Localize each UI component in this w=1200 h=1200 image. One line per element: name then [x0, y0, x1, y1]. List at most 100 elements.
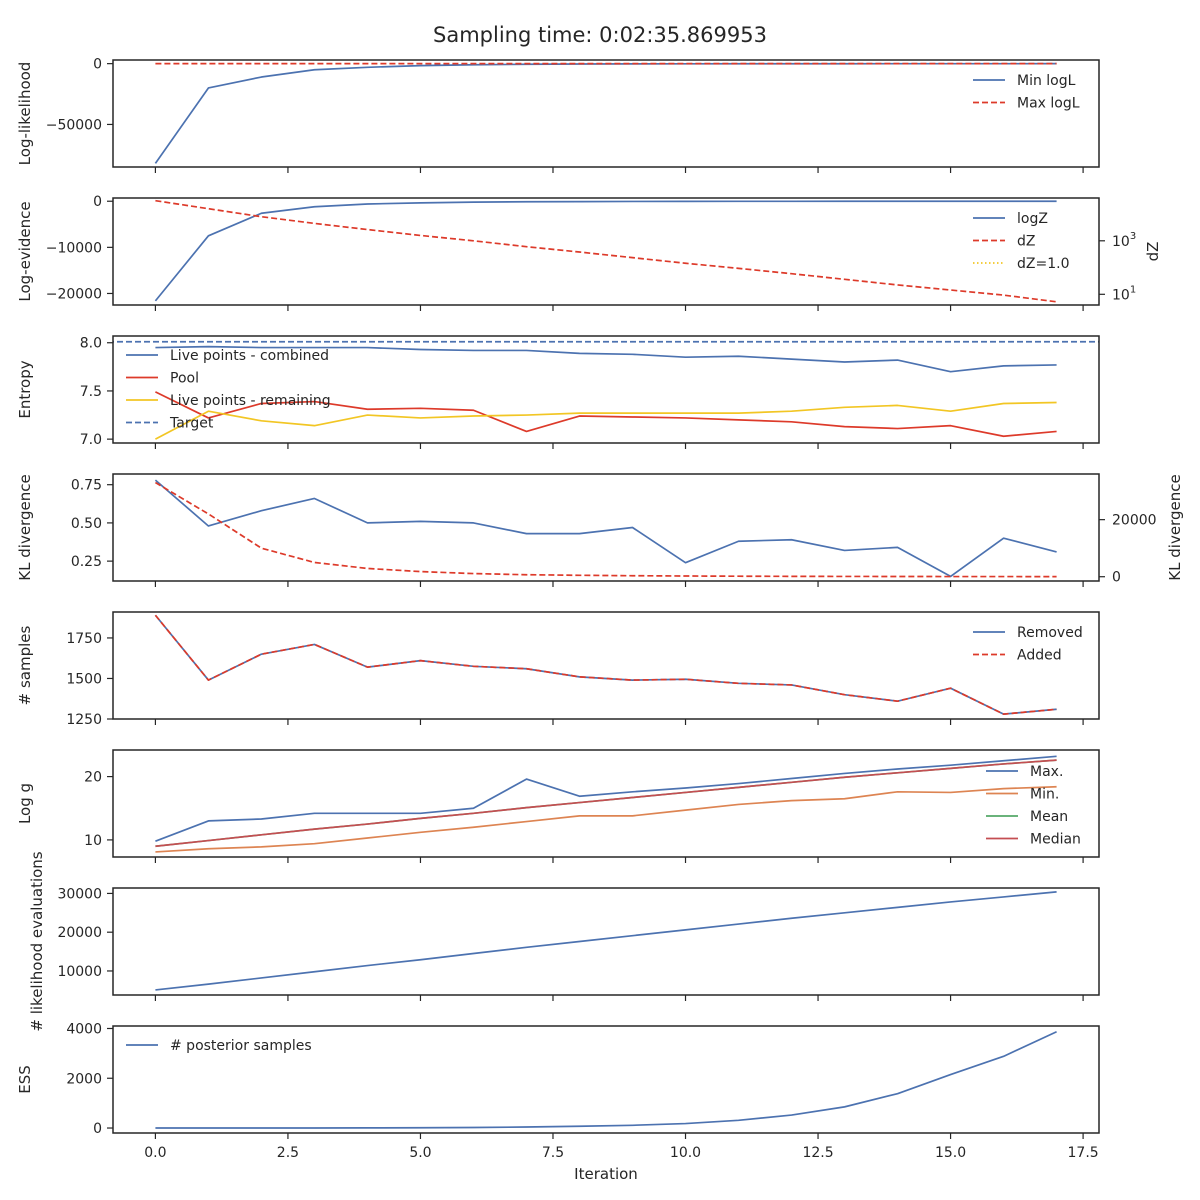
series-line: [155, 759, 1057, 848]
panel-3: 7.0 7.5 8.0 Entropy Live points - combined Po…: [16, 335, 1100, 449]
axes-frame: [112, 473, 1100, 582]
legend-label: Mean: [1030, 809, 1068, 825]
series-line: [155, 759, 1057, 848]
x-tick-label: 17.5: [1068, 1145, 1099, 1161]
legend-label: dZ: [1017, 234, 1035, 250]
legend-label: Live points - remaining: [170, 393, 331, 409]
y-tick-label: 20: [84, 770, 102, 786]
y-tick-label: 30000: [57, 886, 102, 902]
series-line: [155, 391, 1057, 438]
axes-frame: [112, 749, 1100, 858]
y-tick-label: 0.25: [71, 554, 102, 570]
legend-label: Median: [1030, 832, 1081, 848]
legend-label: dZ=1.0: [1017, 256, 1069, 272]
x-tick-label: 2.5: [277, 1145, 299, 1161]
y-tick-label: 8.0: [80, 336, 102, 352]
y-tick-label: 0: [93, 1121, 102, 1137]
y-axis-label: ESS: [16, 1065, 34, 1094]
y-tick-label: −20000: [46, 286, 102, 302]
y-tick-label: 1250: [66, 712, 102, 728]
series-line: [155, 755, 1057, 842]
y-tick-label: 10: [84, 833, 102, 849]
plot-area: [154, 62, 1057, 164]
panel-2: 0 −10000 −20000 Log-evidence 103 101 dZ logZ dZ d…: [16, 194, 1162, 311]
y-tick-label: 1750: [66, 631, 102, 647]
legend-label: Removed: [1017, 625, 1083, 641]
y-right-axis-label: KL divergence: [1166, 474, 1184, 580]
y-tick-label: 0.50: [71, 516, 102, 532]
panel-7: 10000 20000 30000 # likelihood evaluations: [28, 851, 1100, 1032]
y-axis-label: KL divergence: [16, 474, 34, 580]
plot-area: [155, 891, 1057, 991]
series-line: [155, 345, 1057, 373]
series-line: [154, 62, 1057, 164]
axes-frame: [112, 887, 1100, 996]
legend-label: Min logL: [1017, 73, 1076, 89]
y-axis-label: # samples: [16, 625, 34, 705]
series-line: [155, 1030, 1057, 1129]
x-tick-label: 10.0: [670, 1145, 701, 1161]
axes-frame: [112, 1025, 1100, 1134]
y-tick-label: 0: [93, 194, 102, 210]
axes-frame: [112, 59, 1100, 168]
x-tick-label: 0.0: [144, 1145, 166, 1161]
x-axis-label: Iteration: [574, 1165, 638, 1183]
legend-label: Added: [1017, 648, 1062, 664]
y-tick-label: 20000: [57, 925, 102, 941]
panel-1: 0 −50000 Log-likelihood Min logL Max logL: [16, 57, 1100, 173]
y-axis-label: # likelihood evaluations: [28, 851, 46, 1031]
x-tick-label: 12.5: [802, 1145, 833, 1161]
x-tick-label: 7.5: [542, 1145, 564, 1161]
plot-area: [154, 614, 1057, 715]
y-tick-label: 10000: [57, 964, 102, 980]
x-tick-label: 15.0: [935, 1145, 966, 1161]
plot-area: [113, 340, 1099, 440]
plot-area: [154, 479, 1057, 578]
series-line: [154, 614, 1057, 715]
y-right-tick-label: 101: [1112, 284, 1136, 303]
series-line: [155, 785, 1057, 853]
series-line: [154, 481, 1057, 578]
y-tick-label: 2000: [66, 1071, 102, 1087]
y-right-tick-label: 20000: [1112, 513, 1157, 529]
panel-8: 0 2000 4000 0.0 2.5 5.0 7.5 10.0 12.5 15.0 17.5 ESS…: [16, 1021, 1100, 1161]
series-line: [155, 401, 1057, 440]
figure-title: Sampling time: 0:02:35.869953: [433, 23, 767, 47]
legend-label: Pool: [170, 371, 199, 387]
panels: 0 −50000 Log-likelihood Min logL Max logL 0 −1…: [16, 57, 1184, 1161]
legend-label: logZ: [1017, 211, 1048, 227]
y-tick-label: 4000: [66, 1021, 102, 1037]
legend-label: Target: [169, 416, 214, 432]
plot-area: [155, 1030, 1057, 1129]
y-tick-label: −50000: [46, 117, 102, 133]
y-tick-label: 1500: [66, 671, 102, 687]
y-right-tick-label: 0: [1112, 570, 1121, 586]
legend-label: Max logL: [1017, 96, 1080, 112]
series-line: [155, 199, 1057, 303]
x-tick-label: 5.0: [409, 1145, 431, 1161]
plot-area: [154, 199, 1057, 303]
y-axis-label: Log-likelihood: [16, 62, 34, 166]
legend-label: Min.: [1030, 787, 1059, 803]
series-line: [154, 479, 1057, 578]
y-tick-label: 7.0: [80, 432, 102, 448]
panel-6: 10 20 Log g Max. Min. Mean Median: [16, 749, 1100, 863]
axes-frame: [112, 335, 1100, 444]
series-line: [154, 614, 1057, 715]
y-axis-label: Log-evidence: [16, 201, 34, 301]
y-right-tick-label: 103: [1112, 231, 1136, 250]
panel-4: 0.25 0.50 0.75 KL divergence 0 20000 KL diverg…: [16, 473, 1184, 587]
y-tick-label: −10000: [46, 240, 102, 256]
series-line: [155, 891, 1057, 991]
legend-label: # posterior samples: [170, 1038, 312, 1054]
panel-5: 1250 1500 1750 # samples Removed Added: [16, 611, 1100, 728]
axes-frame: [112, 611, 1100, 720]
axes-frame: [112, 197, 1100, 306]
y-axis-label: Entropy: [16, 360, 34, 418]
y-tick-label: 0.75: [71, 478, 102, 494]
y-tick-label: 7.5: [80, 384, 102, 400]
y-axis-label: Log g: [16, 783, 34, 824]
legend-label: Max.: [1030, 764, 1063, 780]
y-tick-label: 0: [93, 57, 102, 73]
